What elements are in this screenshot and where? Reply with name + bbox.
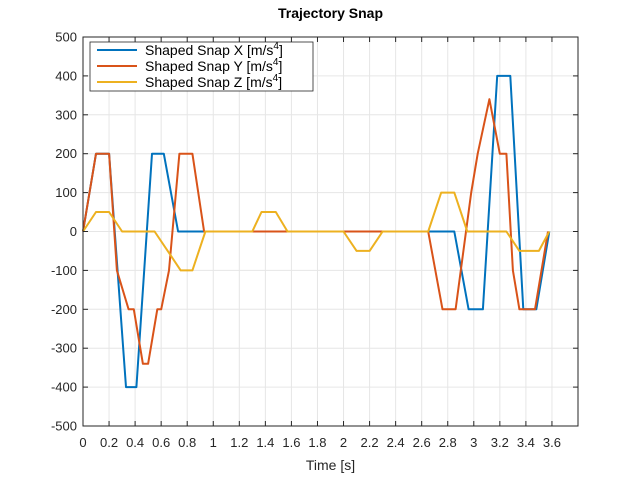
legend-label-3: Shaped Snap Z [m/s4] [145, 73, 282, 90]
y-tick-label: 200 [55, 146, 77, 161]
x-tick-label: 2.2 [361, 435, 379, 450]
series-line-3 [82, 191, 551, 272]
x-tick-label: 1.2 [230, 435, 248, 450]
y-tick-label: 0 [70, 224, 77, 239]
x-tick-label: 1.8 [308, 435, 326, 450]
y-tick-label: 100 [55, 185, 77, 200]
ticks [82, 36, 578, 427]
x-tick-label: 3 [470, 435, 477, 450]
y-tick-label: -400 [51, 380, 77, 395]
x-tick-label: 1 [210, 435, 217, 450]
x-tick-label: 2.8 [439, 435, 457, 450]
x-axis-label: Time [s] [306, 457, 355, 473]
x-tick-label: 3.6 [543, 435, 561, 450]
x-tick-label: 0 [79, 435, 86, 450]
y-tick-labels: 500 400 300 200 100 0 -100 -200 -300 -400 -500 [51, 30, 77, 434]
x-tick-label: 2.6 [413, 435, 431, 450]
series-group [82, 74, 551, 389]
x-tick-labels: 0 0.2 0.4 0.6 0.8 1 1.2 1.4 1.6 1.8 2 2.2 2.4 2.6 2.8 3… [79, 435, 561, 450]
x-tick-label: 0.2 [100, 435, 118, 450]
y-tick-label: -300 [51, 341, 77, 356]
x-tick-label: 0.8 [178, 435, 196, 450]
x-tick-label: 0.6 [152, 435, 170, 450]
y-tick-label: 500 [55, 30, 77, 45]
chart-title: Trajectory Snap [278, 5, 383, 21]
x-tick-label: 0.4 [126, 435, 144, 450]
y-tick-label: -200 [51, 302, 77, 317]
x-tick-label: 1.4 [256, 435, 274, 450]
y-tick-label: 400 [55, 68, 77, 83]
y-tick-label: -500 [51, 419, 77, 434]
legend: Shaped Snap X [m/s4]Shaped Snap Y [m/s4]… [89, 41, 314, 92]
x-tick-label: 2.4 [387, 435, 405, 450]
legend-label-1: Shaped Snap X [m/s4] [145, 41, 283, 58]
x-tick-label: 1.6 [282, 435, 300, 450]
x-tick-label: 3.2 [491, 435, 509, 450]
y-tick-label: -100 [51, 263, 77, 278]
x-tick-label: 3.4 [517, 435, 535, 450]
y-tick-label: 300 [55, 107, 77, 122]
legend-label-2: Shaped Snap Y [m/s4] [145, 57, 282, 74]
x-tick-label: 2 [340, 435, 347, 450]
